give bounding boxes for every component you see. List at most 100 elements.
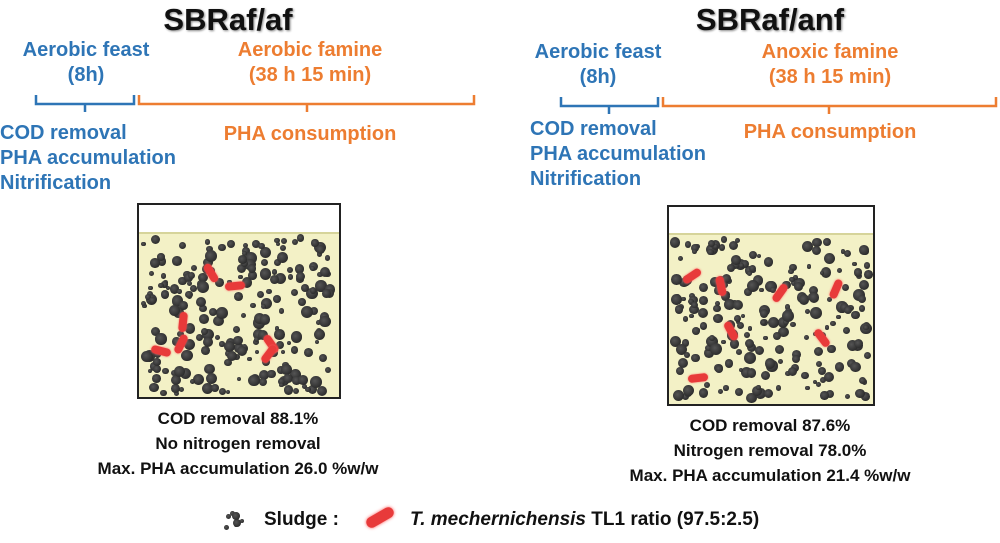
sludge-particle	[844, 393, 850, 399]
sludge-particle	[190, 379, 196, 385]
sludge-particle	[835, 314, 841, 320]
sludge-particle	[760, 370, 770, 381]
sludge-particle	[259, 246, 272, 259]
sludge-particle	[692, 249, 697, 255]
sludge-particle	[775, 385, 782, 391]
sludge-icon-particle	[231, 512, 240, 520]
sludge-particle	[180, 368, 192, 380]
sludge-particle	[237, 345, 248, 356]
sludge-particle	[690, 301, 698, 309]
sludge-icon-particle	[233, 518, 242, 527]
sludge-particle	[707, 240, 715, 248]
sludge-particle	[738, 262, 744, 268]
sludge-particle	[177, 330, 184, 337]
sludge-particle	[280, 245, 287, 252]
sludge-particle	[741, 313, 746, 319]
sludge-particle	[193, 374, 205, 385]
sludge-particle	[300, 305, 313, 318]
sludge-particle	[830, 320, 836, 327]
sludge-particle	[253, 336, 260, 342]
sludge-particle	[723, 385, 729, 391]
sludge-particle	[173, 390, 180, 397]
sludge-particle	[141, 242, 146, 247]
left-feast-phase: Aerobic feast (8h)	[23, 38, 150, 88]
sludge-particle	[691, 354, 700, 363]
sludge-particle	[816, 382, 822, 388]
sludge-particle	[241, 277, 253, 288]
sludge-particle	[794, 282, 804, 292]
sludge-particle	[223, 340, 236, 353]
sludge-particle	[297, 298, 306, 306]
sludge-particle	[274, 329, 285, 340]
sludge-particle	[274, 237, 280, 244]
sludge-particle	[858, 294, 867, 303]
sludge-particle	[198, 272, 209, 283]
sludge-particle	[269, 274, 279, 284]
sludge-particle	[718, 244, 726, 252]
sludge-particle	[840, 249, 846, 255]
sludge-particle	[813, 379, 818, 384]
sludge-particle	[233, 335, 243, 346]
sludge-particle	[219, 388, 227, 396]
sludge-icon-particle	[224, 524, 230, 530]
sludge-particle	[768, 316, 780, 329]
sludge-particle	[225, 390, 230, 395]
sludge-particle	[778, 326, 789, 338]
sludge-particle	[155, 333, 167, 345]
sludge-particle	[309, 306, 318, 315]
sludge-particle	[160, 290, 170, 299]
sludge-particle	[820, 391, 829, 400]
sludge-particle	[178, 241, 186, 250]
left-famine-label: Aerobic famine	[237, 39, 383, 61]
sludge-particle	[703, 381, 710, 388]
right-famine-label: Anoxic famine	[761, 41, 899, 63]
sludge-particle	[863, 351, 871, 359]
left-title: SBRaf/af	[163, 2, 293, 37]
right-feast-processes: COD removal PHA accumulation Nitrificati…	[530, 117, 706, 192]
sludge-particle	[141, 350, 153, 363]
sludge-particle	[242, 251, 248, 257]
sludge-particle	[292, 388, 299, 395]
sludge-particle	[165, 286, 170, 291]
sludge-particle	[261, 297, 272, 309]
sludge-particle	[286, 267, 293, 273]
sludge-particle	[683, 351, 690, 358]
result-cod: COD removal 87.6%	[689, 416, 851, 435]
sludge-particle	[789, 276, 796, 283]
sludge-particle	[266, 288, 273, 295]
result-nitrogen: Nitrogen removal 78.0%	[673, 441, 867, 460]
sludge-particle	[785, 370, 791, 377]
sludge-particle	[172, 256, 182, 266]
sludge-particle	[758, 287, 764, 293]
sludge-particle	[763, 388, 774, 399]
sludge-particle	[275, 241, 281, 247]
sludge-particle	[756, 385, 761, 390]
sludge-particle	[859, 376, 867, 384]
sludge-particle	[277, 251, 289, 263]
sludge-particle	[205, 239, 211, 245]
sludge-particle	[687, 298, 694, 305]
sludge-particle	[215, 278, 224, 287]
sludge-particle	[784, 303, 791, 310]
sludge-particle	[744, 332, 751, 339]
left-famine-bracket	[137, 95, 476, 112]
sludge-particle	[184, 322, 196, 334]
sludge-particle	[160, 273, 166, 279]
right-title: SBRaf/anf	[695, 2, 845, 37]
sludge-particle	[314, 328, 326, 340]
right-feast-duration: (8h)	[579, 66, 617, 88]
sludge-particle	[318, 353, 328, 363]
sludge-particle	[204, 363, 216, 375]
sludge-particle	[150, 258, 160, 268]
sludge-particle	[724, 359, 734, 368]
sludge-particle	[669, 237, 681, 248]
sludge-particle	[241, 246, 250, 256]
sludge-particle	[260, 314, 271, 325]
sludge-particle	[178, 276, 187, 286]
sludge-particle	[844, 249, 852, 258]
sludge-particle	[705, 335, 718, 348]
sludge-particle	[311, 239, 319, 247]
sludge-particle	[209, 307, 218, 316]
sludge-particle	[172, 295, 184, 307]
sludge-particle	[853, 268, 863, 277]
